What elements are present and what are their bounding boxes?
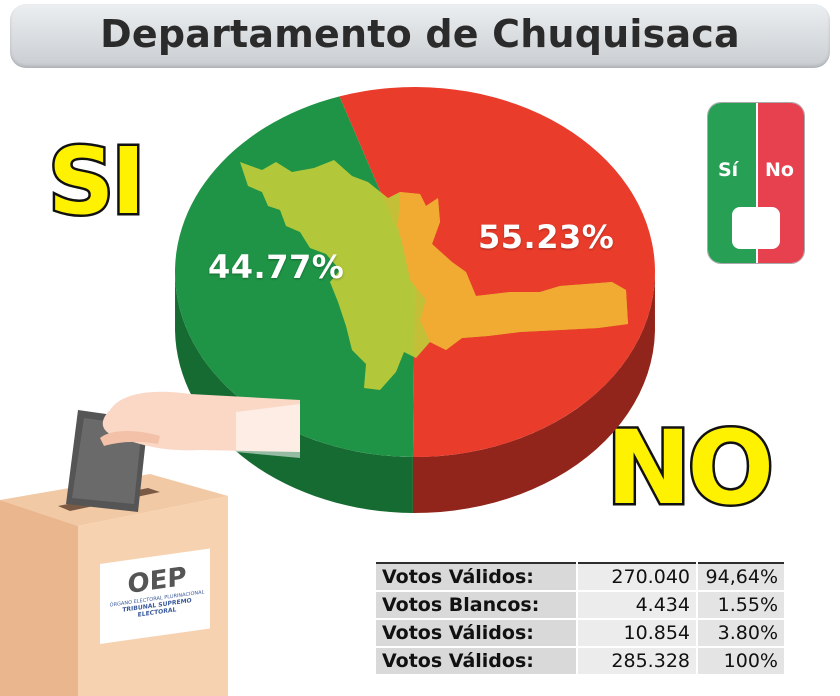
row-percent: 3.80%	[696, 618, 786, 648]
ballot-box-illustration	[0, 391, 300, 696]
no-label: NO	[603, 409, 776, 528]
row-percent: 100%	[696, 646, 786, 676]
row-percent: 1.55%	[696, 590, 786, 620]
table-row: Votos Válidos: 270.040 94,64%	[374, 563, 786, 592]
pie-slice-wall-si	[175, 274, 413, 513]
row-label: Votos Válidos:	[374, 563, 578, 592]
ballot-icon: Sí No	[707, 102, 805, 264]
results-table: Votos Válidos: 270.040 94,64% Votos Blan…	[374, 562, 786, 676]
ballot-box-logo: OEP ÓRGANO ELECTORAL PLURINACIONAL TRIBU…	[104, 559, 210, 644]
ballot-no-label: No	[765, 159, 794, 181]
pie-slice-no	[339, 86, 656, 457]
ballot-si-label: Sí	[718, 159, 739, 181]
row-value: 10.854	[576, 618, 698, 648]
ballot-checkbox	[732, 207, 780, 249]
map-shape-east	[398, 192, 628, 350]
table-row: Votos Válidos: 285.328 100%	[374, 646, 786, 676]
si-label: SI	[46, 128, 148, 235]
row-value: 285.328	[576, 646, 698, 676]
row-label: Votos Válidos:	[374, 646, 578, 676]
page-title: Departamento de Chuquisaca	[100, 12, 740, 56]
row-value: 4.434	[576, 590, 698, 620]
row-label: Votos Blancos:	[374, 590, 578, 620]
row-value: 270.040	[576, 563, 698, 592]
title-bar	[10, 4, 830, 68]
table-row: Votos Blancos: 4.434 1.55%	[374, 590, 786, 620]
row-label: Votos Válidos:	[374, 618, 578, 648]
slice-label-si: 44.77%	[208, 248, 345, 286]
table-row: Votos Válidos: 10.854 3.80%	[374, 618, 786, 648]
pie-slice-wall-no	[412, 275, 655, 513]
slice-label-no: 55.23%	[478, 218, 615, 256]
row-percent: 94,64%	[696, 563, 786, 592]
